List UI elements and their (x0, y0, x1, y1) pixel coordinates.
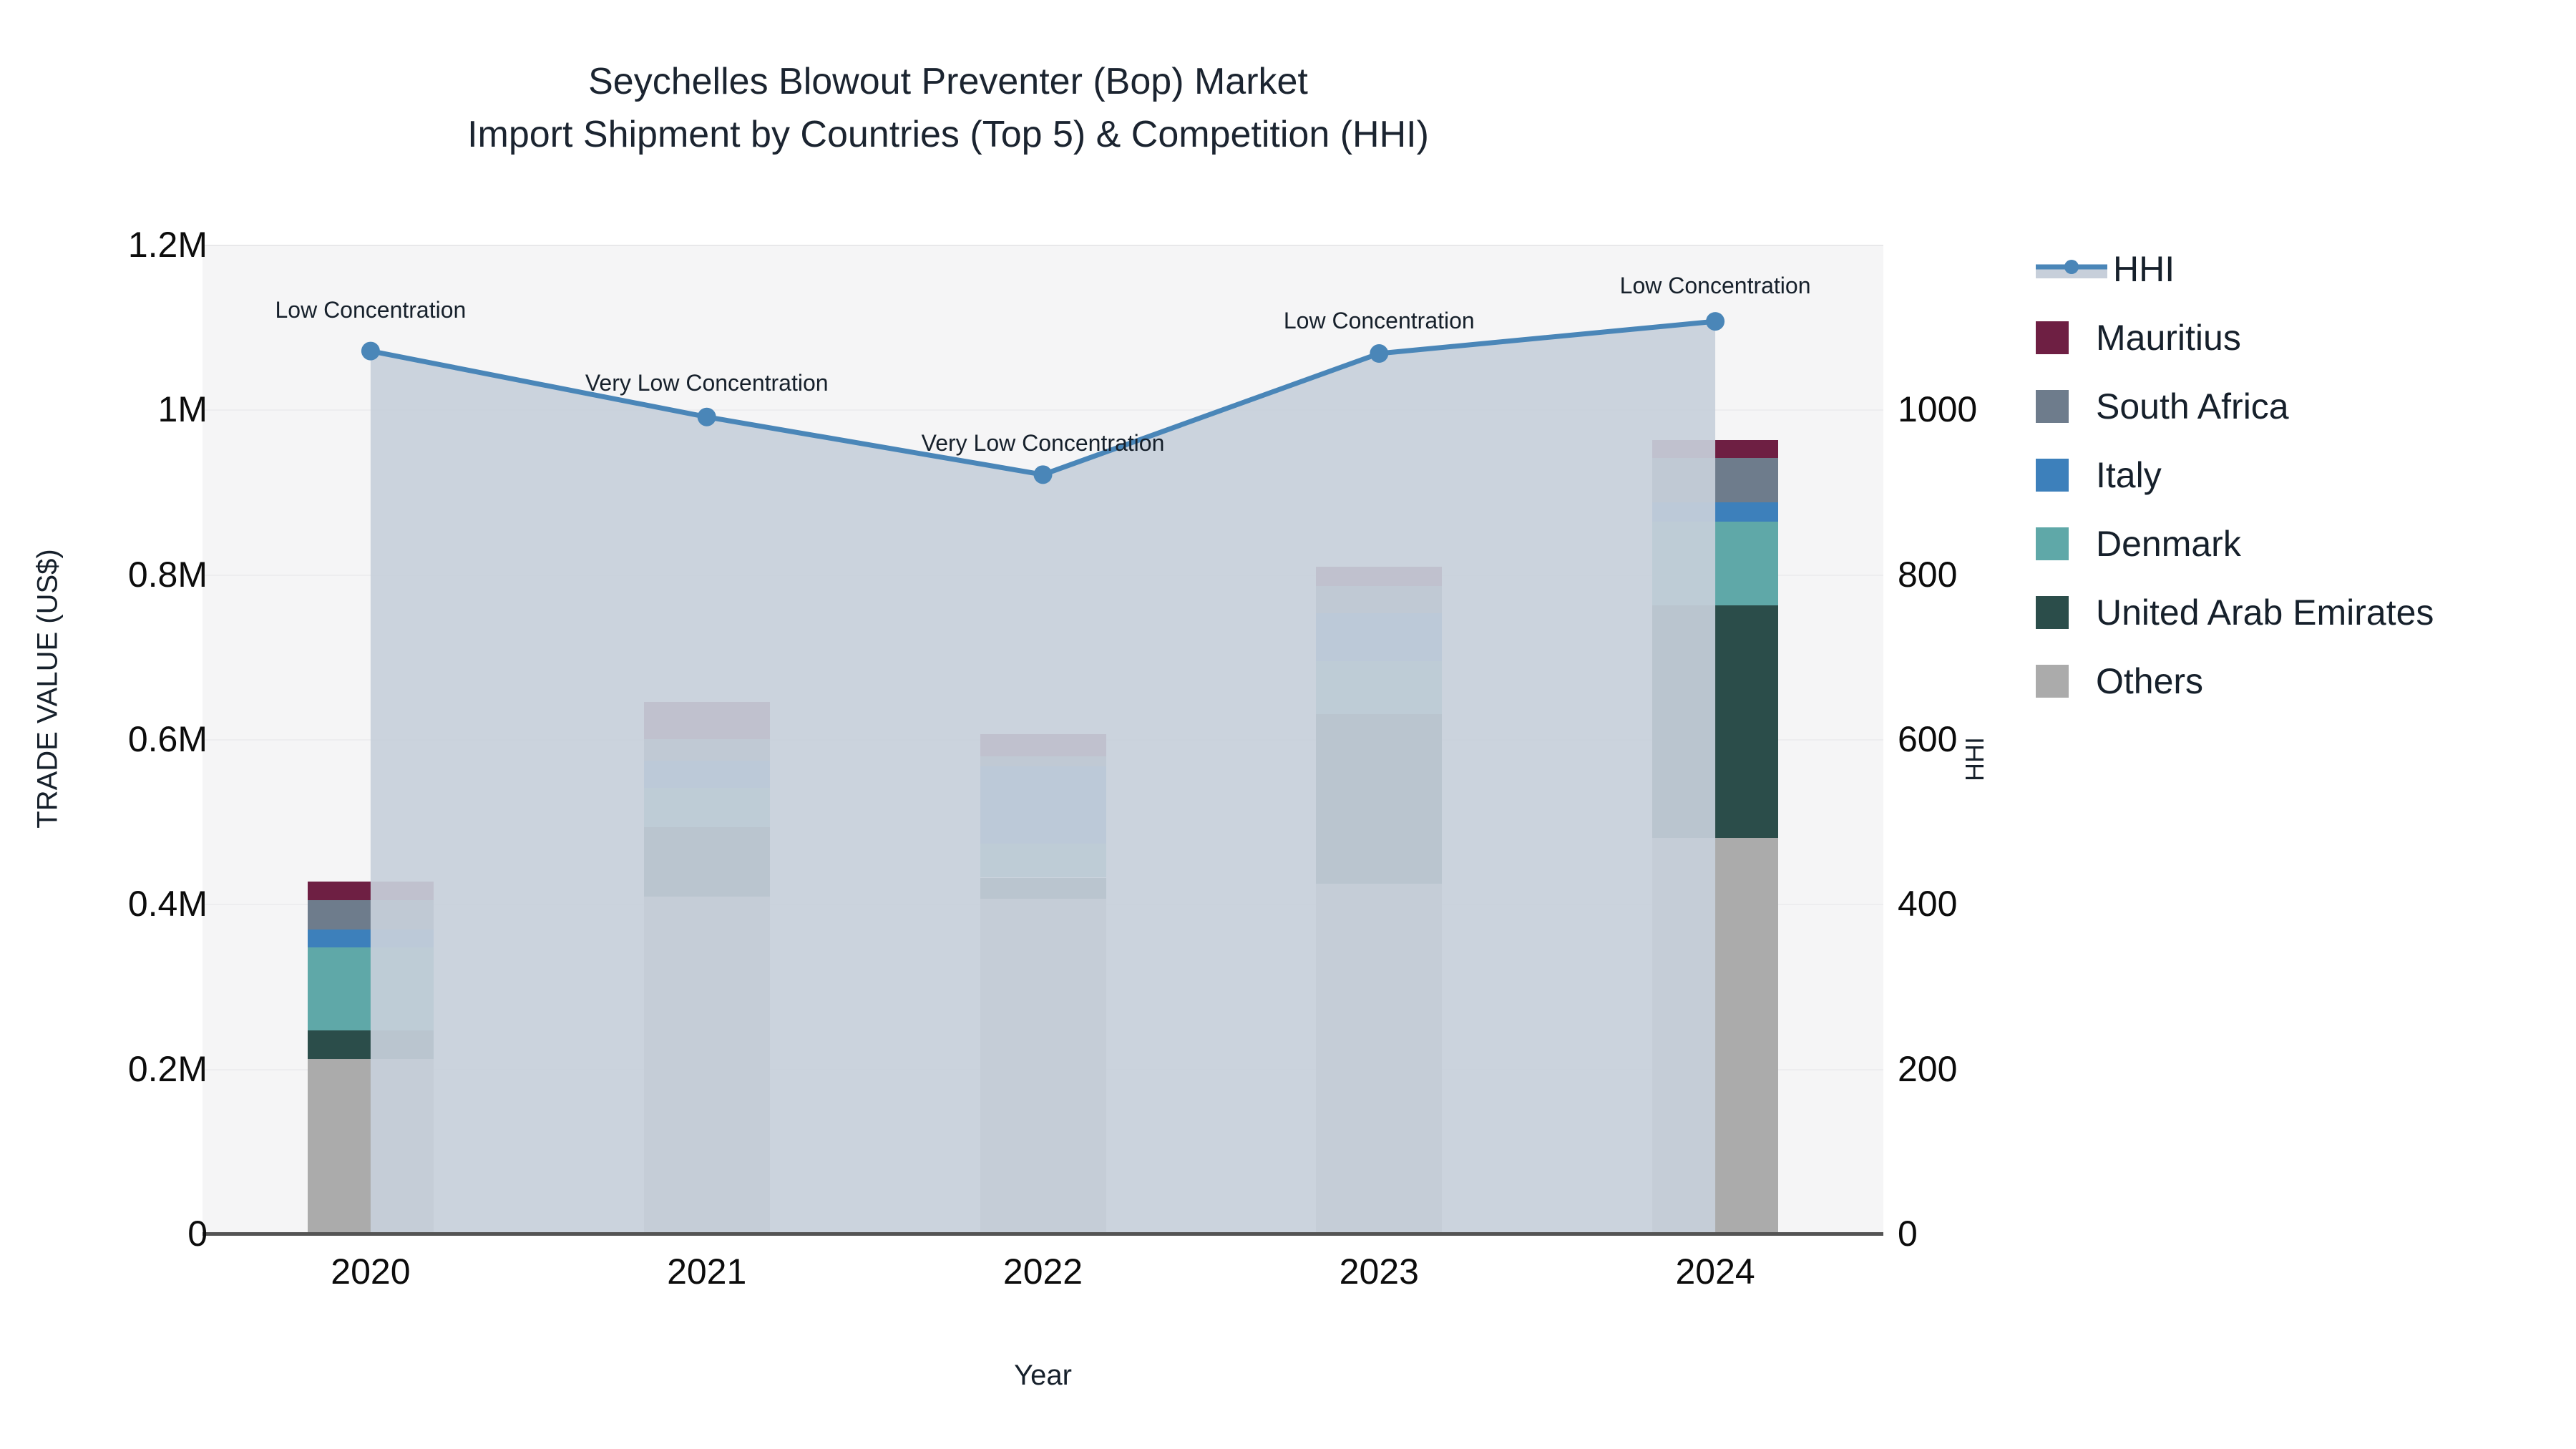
bar-group[interactable] (1316, 245, 1443, 1234)
bar-segment[interactable] (980, 877, 1106, 899)
legend-item-label: Others (2096, 661, 2204, 701)
y-axis-left-tick: 0.2M (127, 1048, 208, 1089)
legend-color-swatch (2036, 459, 2069, 492)
bar-segment[interactable] (1652, 502, 1779, 522)
bar-segment[interactable] (980, 734, 1106, 757)
legend-color-swatch (2036, 665, 2069, 698)
y-axis-left-tick: 0.8M (127, 554, 208, 595)
legend-item[interactable]: United Arab Emirates (2036, 578, 2551, 647)
bar-segment[interactable] (307, 882, 434, 900)
legend-item[interactable]: South Africa (2036, 372, 2551, 441)
bar-segment[interactable] (307, 1030, 434, 1059)
bar-segment[interactable] (980, 756, 1106, 767)
bar-segment[interactable] (980, 766, 1106, 844)
x-axis-line (203, 1232, 1883, 1236)
y-axis-right-tick: 1000 (1898, 389, 1978, 430)
legend-item-label: Italy (2096, 455, 2162, 495)
x-axis-tick: 2020 (331, 1252, 411, 1292)
bar-group[interactable] (307, 245, 434, 1234)
bar-segment[interactable] (307, 947, 434, 1030)
page-title: Seychelles Blowout Preventer (Bop) Marke… (0, 56, 1896, 162)
legend-item[interactable]: Denmark (2036, 509, 2551, 578)
legend-item-label: Denmark (2096, 524, 2241, 564)
y-axis-left-tick: 1.2M (127, 225, 208, 265)
y-axis-left-label: TRADE VALUE (US$) (31, 549, 64, 829)
bar-segment[interactable] (643, 827, 770, 897)
concentration-annotation: Low Concentration (1619, 273, 1811, 299)
y-axis-right-tick: 200 (1898, 1048, 1958, 1089)
bar-segment[interactable] (1316, 660, 1443, 715)
bar-group[interactable] (1652, 245, 1779, 1234)
bar-group[interactable] (980, 245, 1106, 1234)
title-line-1: Seychelles Blowout Preventer (Bop) Marke… (588, 61, 1308, 102)
bar-segment[interactable] (643, 702, 770, 739)
concentration-annotation: Low Concentration (1283, 308, 1475, 334)
legend-color-swatch (2036, 390, 2069, 423)
bar-segment[interactable] (1652, 458, 1779, 503)
bar-segment[interactable] (307, 899, 434, 930)
y-axis-right-tick: 600 (1898, 719, 1958, 759)
legend-item[interactable]: Italy (2036, 441, 2551, 509)
gridline (203, 245, 1883, 246)
x-axis-tick: 2023 (1339, 1252, 1419, 1292)
y-axis-left-tick: 1M (157, 389, 208, 430)
y-axis-left-tick: 0.4M (127, 884, 208, 924)
bar-segment[interactable] (643, 787, 770, 828)
legend-item-label: Mauritius (2096, 318, 2241, 358)
legend-item-label: HHI (2113, 249, 2175, 289)
concentration-annotation: Low Concentration (275, 296, 467, 323)
bar-segment[interactable] (1316, 585, 1443, 613)
x-axis-tick: 2024 (1675, 1252, 1755, 1292)
bar-segment[interactable] (980, 844, 1106, 878)
bar-segment[interactable] (1652, 439, 1779, 459)
legend: HHI Mauritius South Africa Italy Denmark Unit… (2036, 235, 2551, 716)
bar-segment[interactable] (643, 739, 770, 761)
bar-segment[interactable] (643, 760, 770, 788)
legend-color-swatch (2036, 596, 2069, 629)
x-axis-tick: 2021 (667, 1252, 747, 1292)
legend-item[interactable]: HHI (2036, 235, 2551, 303)
bar-segment[interactable] (1316, 567, 1443, 586)
y-axis-left-tick: 0.6M (127, 719, 208, 759)
y-axis-right-tick: 0 (1898, 1214, 1918, 1254)
legend-item[interactable]: Mauritius (2036, 303, 2551, 372)
legend-line-icon (2036, 253, 2107, 286)
legend-color-swatch (2036, 321, 2069, 354)
bar-segment[interactable] (1652, 521, 1779, 606)
bar-segment[interactable] (307, 930, 434, 948)
y-axis-right-label: HHI (1960, 737, 1989, 781)
x-axis-label: Year (1014, 1360, 1072, 1391)
bar-segment[interactable] (643, 896, 770, 1234)
bar-segment[interactable] (1316, 714, 1443, 884)
concentration-annotation: Very Low Concentration (921, 430, 1165, 457)
y-axis-right-tick: 400 (1898, 884, 1958, 924)
bar-segment[interactable] (1652, 838, 1779, 1234)
x-axis-tick: 2022 (1002, 1252, 1083, 1292)
legend-item-label: United Arab Emirates (2096, 592, 2434, 633)
bar-segment[interactable] (1316, 883, 1443, 1234)
bar-segment[interactable] (1316, 613, 1443, 661)
title-line-2: Import Shipment by Countries (Top 5) & C… (467, 113, 1429, 155)
legend-item[interactable]: Others (2036, 647, 2551, 716)
bar-segment[interactable] (980, 899, 1106, 1234)
plot-area: Low Concentration Very Low Concentration V… (203, 245, 1883, 1234)
legend-item-label: South Africa (2096, 386, 2289, 426)
bar-segment[interactable] (307, 1058, 434, 1234)
y-axis-left-tick: 0 (187, 1214, 208, 1254)
concentration-annotation: Very Low Concentration (585, 369, 829, 396)
legend-color-swatch (2036, 527, 2069, 560)
bar-segment[interactable] (1652, 605, 1779, 839)
y-axis-right-tick: 800 (1898, 554, 1958, 595)
